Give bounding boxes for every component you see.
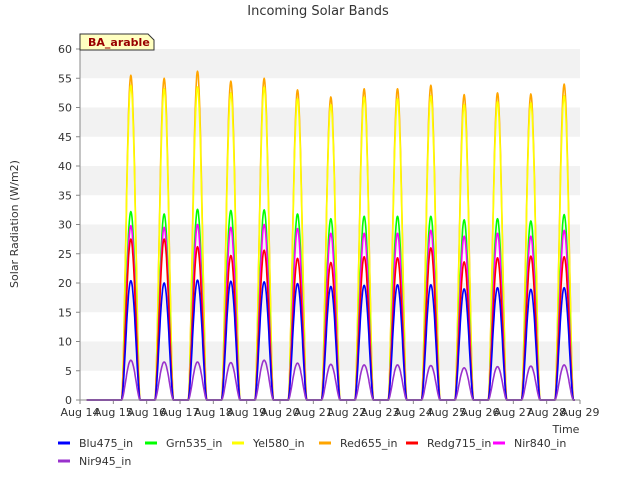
y-axis: 0 5 10 15 20 25 30 35 40 45 50 55 60 [58,43,80,407]
legend-label: Grn535_in [166,437,222,450]
x-tick-label: Aug 19 [227,406,266,419]
x-tick-label: Aug 29 [561,406,600,419]
x-tick-label: Aug 20 [261,406,300,419]
x-tick-label: Aug 27 [494,406,533,419]
legend-label: Redg715_in [427,437,491,450]
x-tick-label: Aug 17 [161,406,200,419]
y-tick-label: 60 [58,43,72,56]
x-tick-label: Aug 26 [461,406,500,419]
y-tick-label: 45 [58,131,72,144]
y-tick-label: 50 [58,102,72,115]
grid-band [80,136,580,166]
legend-label: Nir945_in [79,455,131,468]
grid-band [80,370,580,400]
x-tick-label: Aug 21 [294,406,333,419]
y-tick-label: 40 [58,160,72,173]
station-badge: BA_arable [79,33,155,51]
grid-band [80,312,580,342]
station-badge-label: BA_arable [88,36,150,49]
station-badge-box [79,33,155,51]
y-axis-label: Solar Radiation (W/m2) [8,160,21,288]
x-tick-label: Aug 25 [427,406,466,419]
y-tick-label: 30 [58,219,72,232]
legend-label: Nir840_in [514,437,566,450]
grid-band [80,166,580,196]
x-tick-label: Aug 14 [61,406,100,419]
x-tick-label: Aug 16 [127,406,166,419]
x-tick-label: Aug 22 [327,406,366,419]
x-tick-label: Aug 28 [527,406,566,419]
y-tick-label: 35 [58,189,72,202]
grid-band [80,49,580,79]
y-tick-label: 25 [58,248,72,261]
legend: Blu475_in Grn535_in Yel580_in Red655_in Redg… [58,437,566,468]
y-tick-label: 10 [58,336,72,349]
y-tick-label: 5 [65,365,72,378]
y-tick-label: 15 [58,306,72,319]
legend-label: Blu475_in [79,437,133,450]
x-axis-label: Time [552,423,580,436]
x-tick-label: Aug 24 [394,406,433,419]
legend-label: Red655_in [340,437,397,450]
x-tick-label: Aug 15 [94,406,133,419]
y-tick-label: 0 [65,394,72,407]
chart-title: Incoming Solar Bands [247,4,389,19]
y-tick-label: 20 [58,277,72,290]
legend-label: Yel580_in [252,437,305,450]
y-tick-label: 55 [58,72,72,85]
x-tick-label: Aug 18 [194,406,233,419]
x-tick-label: Aug 23 [361,406,400,419]
